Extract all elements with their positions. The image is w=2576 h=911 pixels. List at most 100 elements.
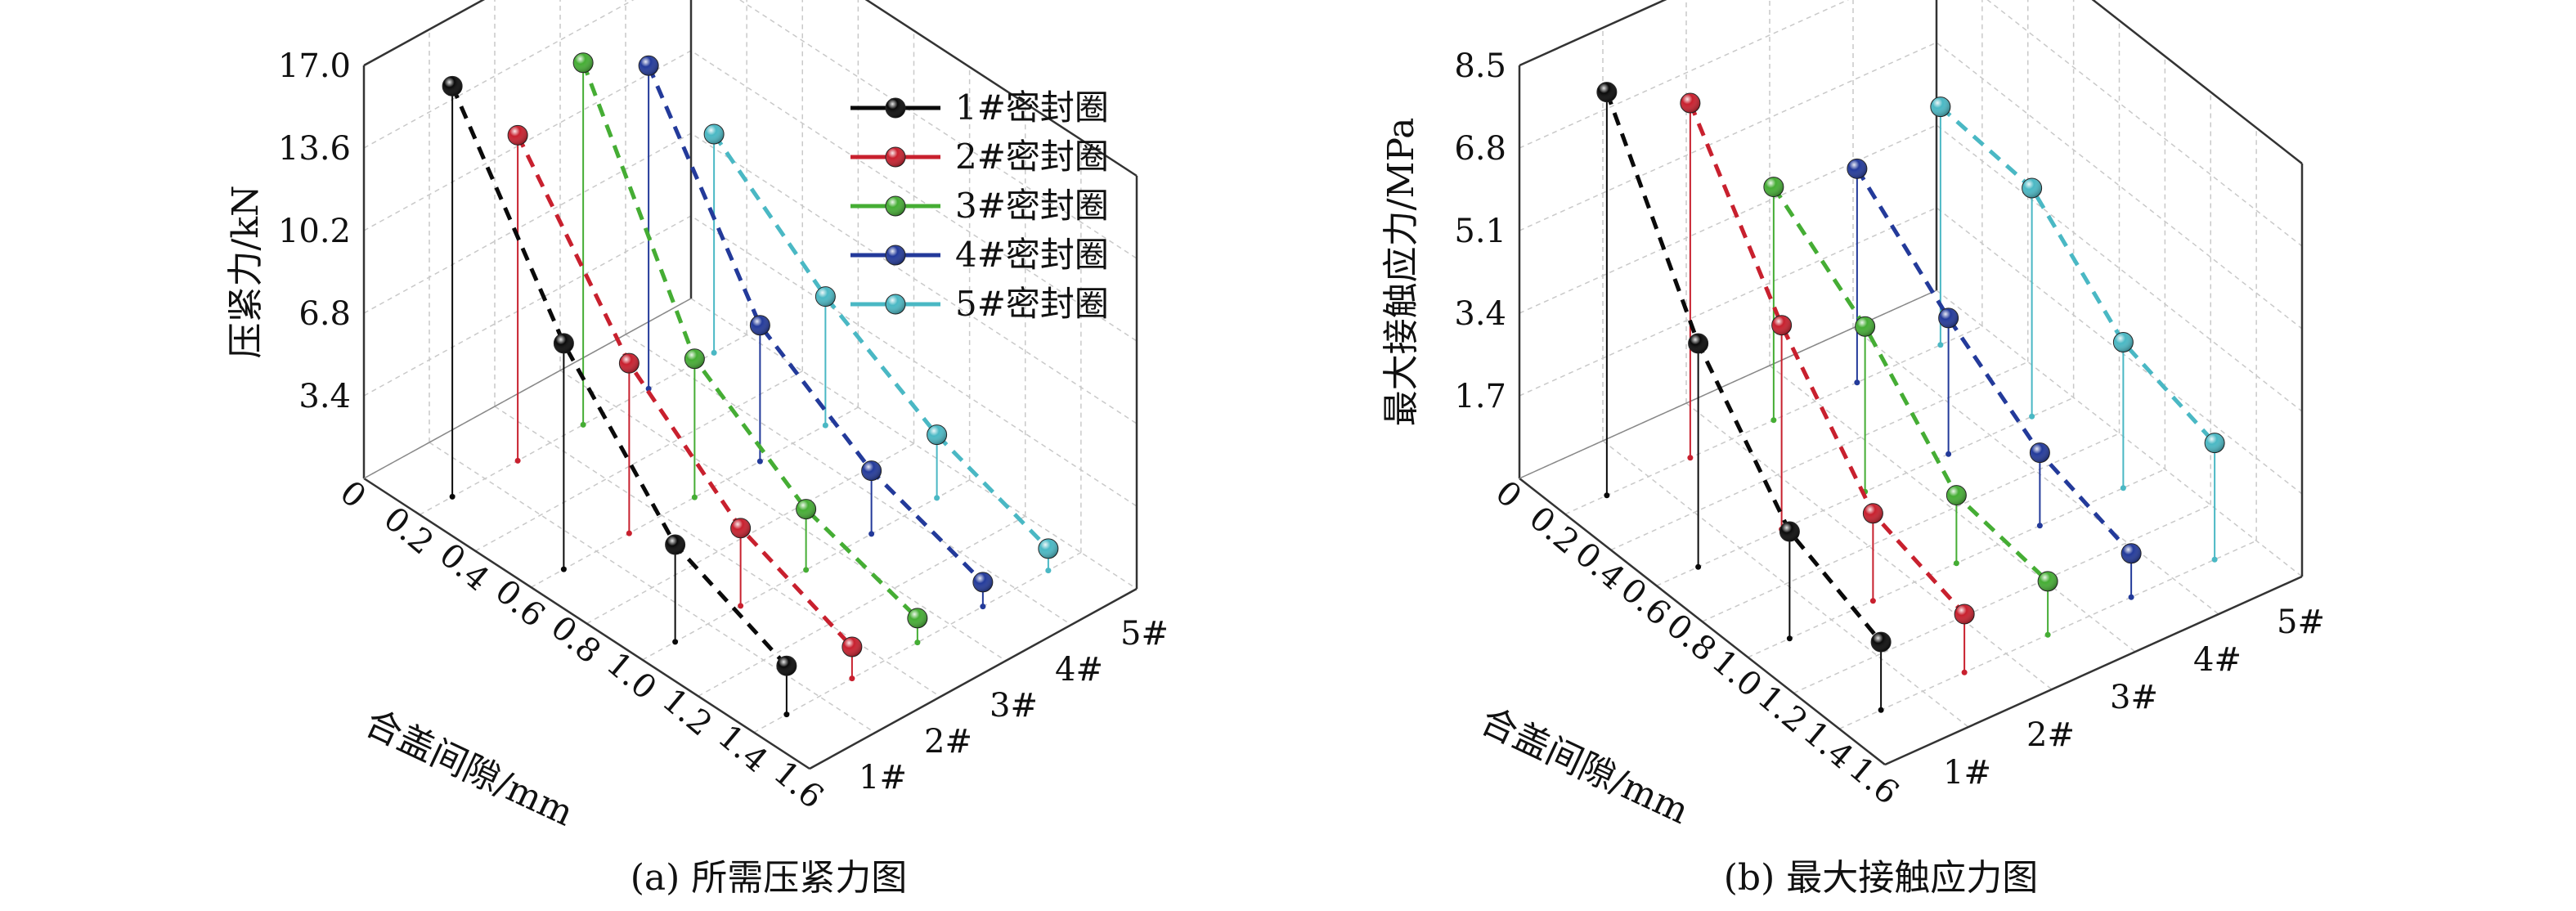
data-point	[841, 636, 863, 657]
drop-base	[783, 711, 790, 718]
data-point	[2204, 433, 2225, 454]
data-point	[776, 655, 797, 676]
data-point	[1688, 333, 1709, 354]
drop-base	[2120, 485, 2126, 491]
data-point	[1038, 538, 1059, 559]
panel-b-chart: 1.73.45.16.88.500.20.40.60.81.01.21.41.6…	[1380, 0, 2325, 832]
drop-base	[2128, 594, 2134, 600]
data-point	[618, 352, 640, 374]
legend-item: 3#密封圈	[850, 186, 1109, 226]
drop-base	[1945, 451, 1952, 457]
data-point	[2037, 571, 2058, 592]
data-point	[572, 52, 594, 74]
data-point	[861, 460, 882, 482]
drop-base	[672, 639, 679, 645]
legend-item: 5#密封圈	[850, 284, 1109, 324]
data-point	[749, 315, 770, 336]
drop-base	[1786, 635, 1793, 642]
x-tick-label: 1.0	[599, 645, 663, 707]
drop-base	[580, 421, 586, 428]
y-tick-label: 1#	[859, 759, 907, 797]
series-1	[442, 75, 797, 718]
series-line	[515, 134, 854, 648]
legend-item: 1#密封圈	[850, 88, 1109, 128]
data-point	[2112, 332, 2134, 353]
drop-base	[2044, 631, 2051, 638]
y-tick-label: 5#	[1120, 615, 1169, 653]
z-tick-label: 17.0	[278, 47, 351, 85]
data-point	[1596, 82, 1618, 103]
x-tick-label: 0.8	[544, 608, 608, 671]
data-point	[2029, 442, 2050, 464]
data-point	[1870, 631, 1892, 653]
x-tick-label: 0.4	[432, 536, 496, 599]
data-point	[703, 123, 725, 145]
drop-base	[868, 531, 875, 537]
legend-item: 4#密封圈	[850, 235, 1109, 275]
z-tick-label: 6.8	[1454, 130, 1506, 168]
drop-base	[691, 494, 698, 500]
legend: 1#密封圈 2#密封圈 3#密封圈 4#密封圈 5#密封圈	[850, 88, 1109, 324]
data-point	[1779, 521, 1800, 542]
drop-base	[849, 675, 855, 682]
data-point	[1930, 96, 1951, 118]
series-line	[712, 132, 1050, 550]
drop-base	[2029, 413, 2035, 420]
y-tick-label: 2#	[924, 723, 972, 761]
legend-label: 4#密封圈	[955, 235, 1109, 275]
data-point	[1945, 485, 1967, 506]
data-point	[796, 499, 817, 520]
drop-base	[1869, 598, 1876, 604]
caption-b: (b) 最大接触应力图	[1724, 857, 2038, 899]
data-point	[1938, 307, 1959, 329]
drop-base	[711, 349, 717, 356]
data-point	[553, 333, 574, 354]
drop-base	[1045, 568, 1052, 574]
axis-frame	[1518, 0, 2304, 766]
drop-base	[1687, 455, 1694, 461]
series-2	[507, 124, 863, 682]
drop-base	[626, 530, 632, 536]
x-tick-label: 0.6	[488, 572, 552, 635]
grid	[1519, 0, 2303, 765]
data-point	[815, 286, 836, 307]
data-point	[2022, 177, 2043, 199]
y-tick-label: 1#	[1943, 754, 1991, 792]
data-point	[927, 424, 948, 446]
drop-base	[980, 604, 986, 610]
x-axis-title: 合盖间隙/mm	[359, 702, 580, 834]
data-point	[665, 534, 686, 555]
data-point	[907, 608, 928, 629]
series-line	[1771, 186, 2049, 583]
x-tick-label: 0.2	[376, 500, 440, 562]
z-tick-label: 10.2	[278, 213, 351, 250]
drop-base	[1961, 669, 1968, 675]
drop-base	[2211, 556, 2218, 563]
z-axis-title: 最大接触应力/MPa	[1380, 118, 1422, 427]
legend-label: 3#密封圈	[955, 186, 1109, 226]
series-1	[1596, 82, 1892, 713]
data-point	[1680, 92, 1701, 114]
drop-base	[1604, 492, 1610, 499]
z-tick-label: 3.4	[298, 378, 351, 415]
x-tick-label: 1.2	[655, 681, 719, 743]
x-tick-label: 1.4	[711, 718, 774, 780]
y-tick-label: 4#	[1055, 651, 1103, 689]
drop-base	[738, 603, 744, 609]
series-line	[1688, 102, 1966, 616]
data-point	[1763, 177, 1784, 198]
legend-label: 1#密封圈	[955, 88, 1109, 128]
series-5	[1930, 96, 2225, 563]
drop-base	[1878, 707, 1884, 713]
z-tick-label: 8.5	[1454, 47, 1506, 85]
axis-frame	[362, 0, 1138, 770]
drop-base	[1854, 379, 1860, 386]
legend-item: 2#密封圈	[850, 137, 1109, 177]
drop-base	[803, 567, 810, 573]
drop-base	[756, 458, 763, 464]
z-axis-title: 压紧力/kN	[225, 186, 267, 359]
series-5	[703, 123, 1059, 574]
drop-base	[645, 385, 652, 392]
data-point	[442, 75, 463, 96]
